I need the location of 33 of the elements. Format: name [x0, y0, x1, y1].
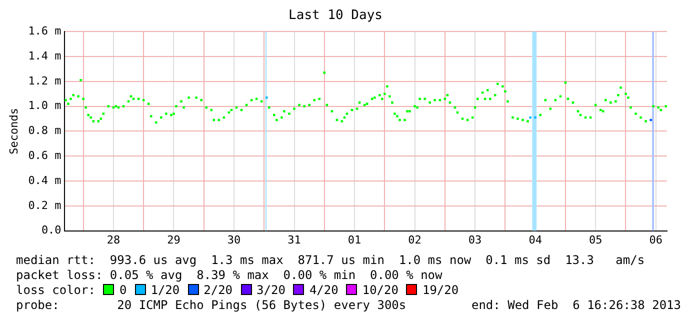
x-tick-label: 03 — [468, 233, 482, 246]
legend-label: 2/20 — [204, 283, 233, 297]
x-tick-label: 06 — [649, 233, 662, 246]
legend-label: 4/20 — [309, 283, 338, 297]
x-tick-label: 30 — [227, 233, 241, 246]
y-axis-title: Seconds — [7, 108, 20, 154]
text: packet loss: 0.05 % avg 8.39 % max 0.00 % min 0.00 % now — [16, 268, 442, 283]
y-tick-label: 0.4 m — [28, 174, 62, 187]
x-tick-label: 04 — [528, 233, 542, 246]
y-tick-label: 0.0 — [41, 224, 62, 237]
chart-title: Last 10 Days — [288, 8, 382, 24]
x-tick-label: 29 — [167, 233, 180, 246]
y-tick-label: 1.0 m — [28, 99, 62, 112]
x-tick-label: 31 — [288, 233, 301, 246]
y-tick-label: 0.2 m — [28, 198, 62, 212]
text: end: Wed Feb 6 16:26:38 2013 — [471, 298, 681, 313]
y-tick-label: 1.6 m — [28, 24, 62, 38]
y-tick-label: 0.6 m — [28, 148, 62, 162]
x-tick-label: 02 — [408, 233, 422, 246]
legend-title: loss color: — [16, 283, 96, 297]
y-tick-label: 1.2 m — [28, 74, 62, 88]
y-tick-label: 0.8 m — [28, 124, 62, 138]
legend-label: 19/20 — [422, 283, 459, 297]
text: probe: 20 ICMP Echo Pings (56 Bytes) every 300s — [16, 298, 406, 313]
y-tick-label: 1.4 m — [28, 49, 62, 62]
legend-label: 0 — [119, 283, 127, 297]
x-tick-label: 28 — [106, 233, 120, 246]
text: median rtt: 993.6 us avg 1.3 ms max 871.7 us min 1.0 ms now 0.1 ms sd 13.3 am/s — [16, 253, 645, 268]
legend-label: 10/20 — [362, 283, 398, 297]
x-tick-label: 01 — [348, 233, 362, 246]
legend-label: 1/20 — [150, 283, 180, 297]
legend-label: 3/20 — [256, 283, 286, 297]
x-tick-label: 05 — [588, 233, 602, 246]
